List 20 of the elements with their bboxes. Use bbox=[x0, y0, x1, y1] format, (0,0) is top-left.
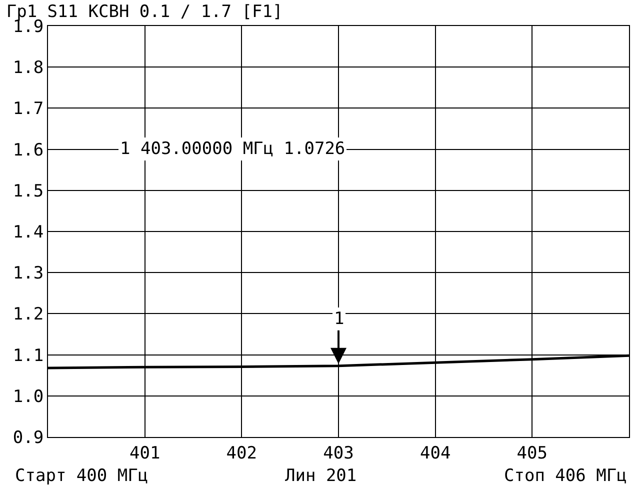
annotation: 1 403.00000 МГц 1.0726 bbox=[120, 139, 346, 159]
y-tick-label: 1.5 bbox=[12, 181, 44, 202]
y-tick-label: 1.1 bbox=[12, 346, 44, 366]
y-tick-label: 1.6 bbox=[12, 140, 44, 160]
y-tick-label: 1.7 bbox=[12, 99, 44, 120]
x-tick-label: 403 bbox=[323, 443, 354, 464]
y-tick-label: 1.0 bbox=[12, 386, 44, 407]
text: Старт 400 МГц bbox=[15, 466, 148, 486]
x-tick-label: 401 bbox=[129, 443, 160, 464]
x-tick-label: 402 bbox=[226, 443, 258, 464]
x-tick-label: 404 bbox=[420, 443, 451, 464]
annotation: 1 bbox=[334, 309, 344, 329]
x-tick-label: 405 bbox=[516, 443, 548, 464]
text: Стоп 406 МГц bbox=[504, 466, 627, 486]
y-tick-label: 1.3 bbox=[12, 264, 44, 284]
y-tick-label: 0.9 bbox=[12, 428, 44, 448]
text: Лин 201 bbox=[285, 466, 357, 486]
y-tick-label: 1.8 bbox=[12, 58, 44, 78]
y-tick-label: 1.2 bbox=[12, 304, 44, 325]
y-tick-label: 1.4 bbox=[12, 222, 44, 242]
